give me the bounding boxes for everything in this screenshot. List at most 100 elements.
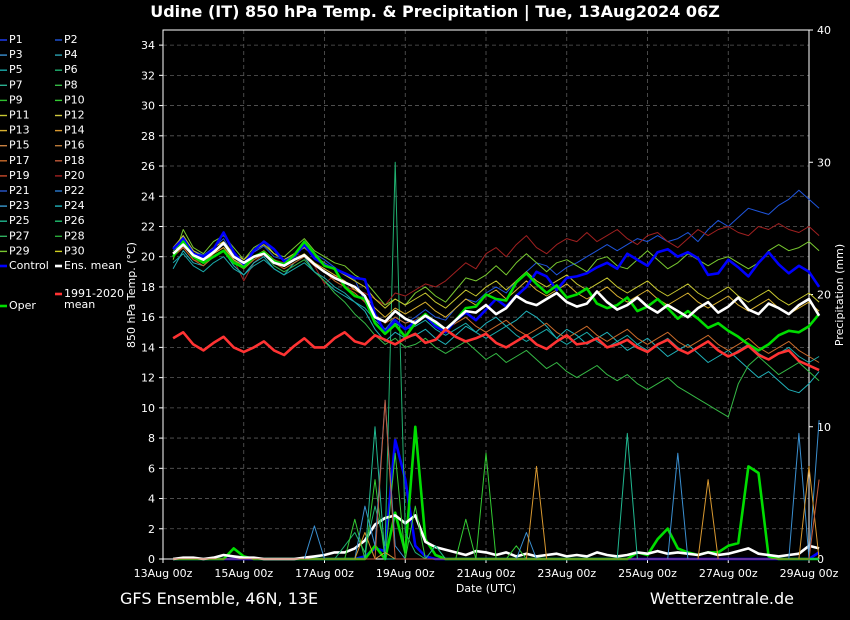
legend-label: P21 [9, 184, 30, 197]
x-tick-label: 23Aug 00z [537, 567, 596, 580]
x-tick-label: 25Aug 00z [618, 567, 677, 580]
x-axis-label: Date (UTC) [456, 582, 516, 595]
y2-tick-label: 30 [817, 156, 831, 169]
x-tick-label: 21Aug 00z [457, 567, 516, 580]
legend-label: P2 [64, 33, 78, 46]
legend-entry-p18: P18 [55, 154, 85, 167]
y-tick-label: 6 [148, 462, 155, 475]
precip-line-ens-mean [172, 514, 820, 561]
temp-line-p24 [172, 250, 820, 394]
footer-site: Wetterzentrale.de [650, 589, 794, 608]
legend-label: P15 [9, 139, 30, 152]
precip-line-p3 [173, 399, 820, 560]
precip-line-p25 [173, 426, 820, 560]
temp-line-1991-2020-mean [172, 327, 820, 372]
legend-label: P9 [9, 93, 23, 106]
y-tick-label: 16 [141, 311, 155, 324]
legend-label: P17 [9, 154, 30, 167]
legend-label: P25 [9, 214, 30, 227]
legend-entry-p30: P30 [55, 244, 85, 257]
legend-label: P11 [9, 109, 30, 122]
chart-title: Udine (IT) 850 hPa Temp. & Precipitation… [150, 2, 720, 22]
legend-label: P1 [9, 33, 23, 46]
legend-entry-ens-mean: Ens. mean [55, 259, 122, 272]
temp-line-p20 [172, 223, 820, 306]
y-tick-label: 8 [148, 432, 155, 445]
legend-entry-p15: P15 [0, 139, 30, 152]
legend-label: P12 [64, 109, 85, 122]
legend-entry-p4: P4 [55, 48, 78, 61]
legend-label: P7 [9, 78, 23, 91]
legend-label: P13 [9, 124, 30, 137]
legend-label: P4 [64, 48, 78, 61]
legend-label: P26 [64, 214, 85, 227]
x-tick-label: 27Aug 00z [699, 567, 758, 580]
y-tick-label: 28 [141, 130, 155, 143]
legend-entry-p13: P13 [0, 124, 30, 137]
precip-line-p10 [173, 452, 820, 560]
legend-label: P18 [64, 154, 85, 167]
precip-line-p14 [173, 465, 820, 560]
legend-entry-p3: P3 [0, 48, 23, 61]
legend-label: P8 [64, 78, 78, 91]
legend-label: Control [9, 259, 49, 272]
precip-line-control [173, 438, 820, 561]
legend-entry-p7: P7 [0, 78, 23, 91]
legend-label: P30 [64, 244, 85, 257]
precip-line-p6 [173, 161, 820, 560]
legend-label: P24 [64, 199, 85, 212]
legend-entry-p8: P8 [55, 78, 78, 91]
y2-tick-label: 0 [817, 553, 824, 566]
legend-label: P27 [9, 229, 30, 242]
precip-line-p18 [173, 399, 820, 560]
legend-entry-p25: P25 [0, 214, 30, 227]
y2-tick-label: 10 [817, 421, 831, 434]
y-tick-label: 10 [141, 402, 155, 415]
y-tick-label: 4 [148, 493, 155, 506]
legend-label: Ens. mean [64, 259, 122, 272]
temp-line-p8 [172, 241, 820, 418]
legend-entry-p6: P6 [55, 63, 78, 76]
legend-entry-p12: P12 [55, 109, 85, 122]
x-tick-label: 15Aug 00z [214, 567, 273, 580]
precip-series [172, 161, 820, 561]
legend-entry-p27: P27 [0, 229, 30, 242]
legend-entry-p29: P29 [0, 244, 30, 257]
legend-label: Oper [9, 299, 36, 312]
legend-entry-p17: P17 [0, 154, 30, 167]
y-tick-label: 24 [141, 190, 155, 203]
y-tick-label: 22 [141, 220, 155, 233]
legend-entry-p5: P5 [0, 63, 23, 76]
x-tick-label: 29Aug 00z [780, 567, 839, 580]
legend-label: P28 [64, 229, 85, 242]
legend-entry-p22: P22 [55, 184, 85, 197]
legend-entry-p23: P23 [0, 199, 30, 212]
y2-tick-label: 40 [817, 24, 831, 37]
legend-label: P16 [64, 139, 85, 152]
legend-entry-p28: P28 [55, 229, 85, 242]
y-tick-label: 2 [148, 523, 155, 536]
y2-tick-label: 20 [817, 289, 831, 302]
y-tick-label: 0 [148, 553, 155, 566]
y-tick-label: 34 [141, 39, 155, 52]
y-tick-label: 30 [141, 100, 155, 113]
y-tick-label: 32 [141, 69, 155, 82]
legend-entry-p16: P16 [55, 139, 85, 152]
x-tick-label: 17Aug 00z [295, 567, 354, 580]
temp-line-ens-mean [172, 241, 821, 331]
legend-label: P20 [64, 169, 85, 182]
x-tick-label: 13Aug 00z [134, 567, 193, 580]
legend-label: P29 [9, 244, 30, 257]
legend-entry-p19: P19 [0, 169, 30, 182]
y2-axis: 0 10 20 30 40 [809, 24, 831, 566]
temp-line-p17 [172, 247, 820, 363]
legend-entry-p2: P2 [55, 33, 78, 46]
x-tick-label: 19Aug 00z [376, 567, 435, 580]
legend-entry-control: Control [0, 259, 49, 272]
legend-entry-p20: P20 [55, 169, 85, 182]
legend-label: 1991-2020 [64, 287, 124, 300]
legend-label-cont: mean [64, 298, 95, 311]
